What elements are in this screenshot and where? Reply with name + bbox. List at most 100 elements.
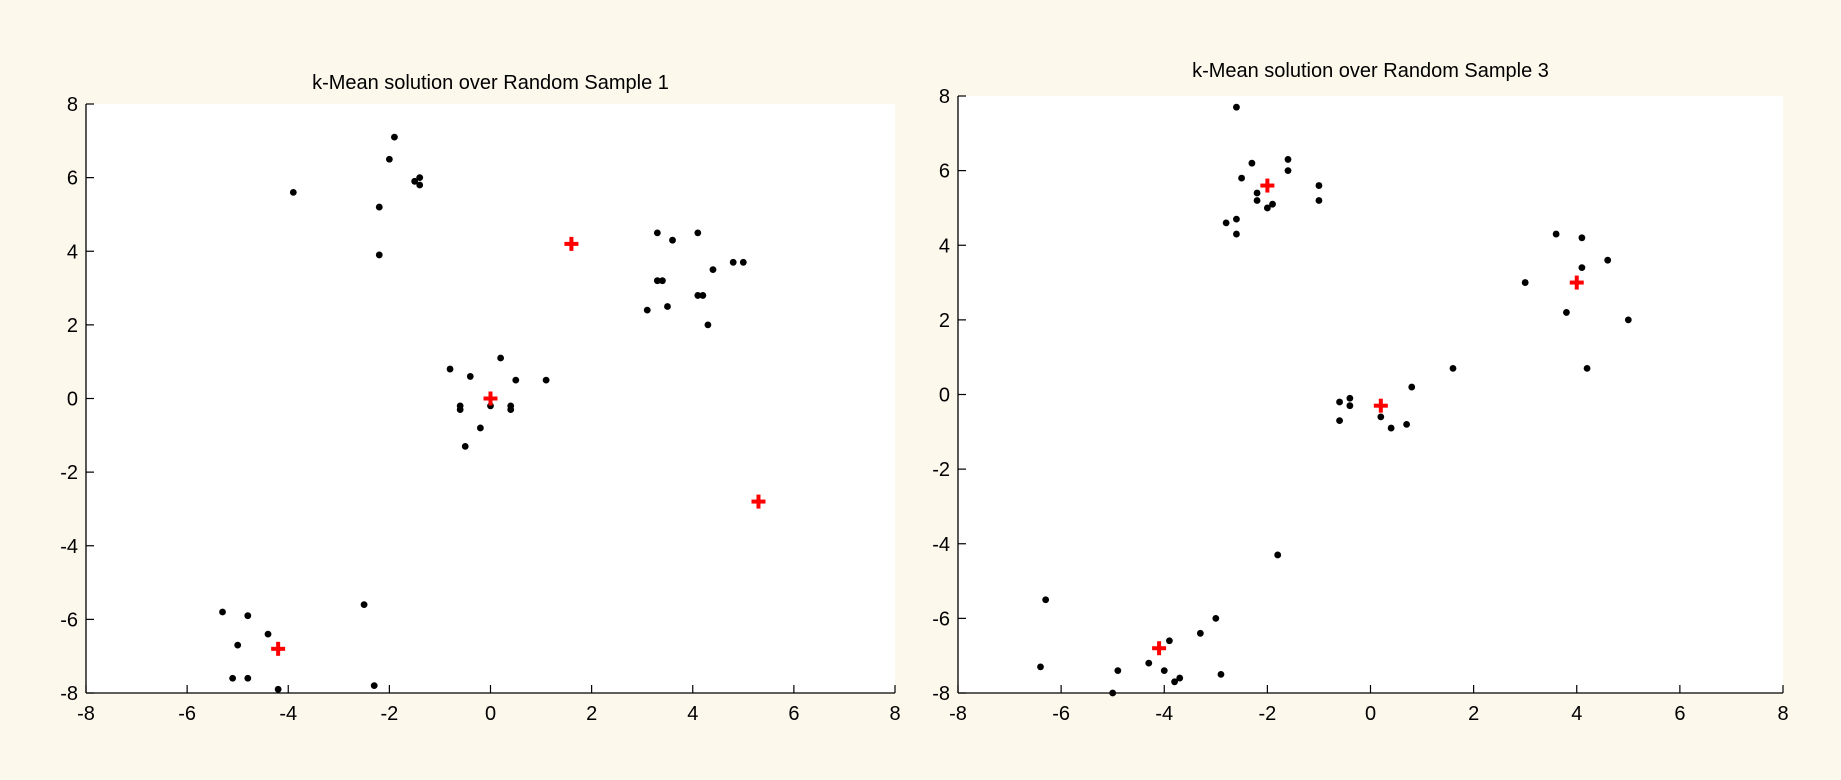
x-tick-label: -4 (1155, 703, 1173, 725)
y-tick-label: 4 (67, 241, 78, 263)
data-point (375, 203, 383, 211)
y-tick-label: -8 (932, 683, 950, 705)
x-tick-label: 4 (687, 703, 698, 725)
data-point (234, 641, 242, 649)
centroid-marker (751, 494, 766, 509)
data-point (1563, 309, 1570, 316)
data-point (664, 303, 671, 310)
data-point (360, 601, 368, 609)
data-point (1233, 103, 1240, 111)
data-point (709, 266, 717, 274)
x-tick-label: -6 (178, 703, 196, 725)
x-tick-label: 8 (889, 703, 900, 725)
data-point (274, 685, 282, 693)
y-tick-label: -6 (60, 609, 78, 631)
x-tick-label: -6 (1052, 703, 1070, 725)
x-tick-label: 2 (586, 703, 597, 725)
data-point (411, 177, 419, 185)
y-tick-label: 0 (939, 385, 950, 407)
data-point (694, 292, 702, 299)
x-tick-label: -4 (279, 703, 297, 725)
centroid-marker (271, 641, 286, 656)
data-point (1552, 230, 1560, 238)
data-point (643, 306, 651, 314)
data-point (244, 674, 252, 682)
y-tick-label: 2 (939, 310, 950, 332)
data-point (729, 258, 737, 266)
x-tick-label: 6 (1674, 703, 1685, 725)
x-tick-label: 0 (1365, 703, 1376, 725)
data-point (1274, 551, 1282, 559)
data-point (244, 612, 252, 620)
data-point (1336, 398, 1343, 406)
data-point (1284, 167, 1292, 175)
centroid-marker (483, 391, 498, 406)
data-point (1578, 234, 1586, 242)
centroid-marker (564, 236, 579, 251)
data-point (370, 682, 378, 690)
y-tick-label: 2 (67, 315, 78, 337)
x-tick-label: 8 (1777, 703, 1788, 725)
data-point (456, 406, 464, 413)
data-point (1166, 637, 1173, 645)
data-point (1248, 159, 1256, 167)
data-point (1253, 189, 1261, 197)
data-point (1217, 670, 1225, 678)
x-tick-label: 0 (485, 703, 496, 725)
data-point (1263, 204, 1271, 212)
y-tick-label: -4 (60, 536, 78, 558)
chart-title: k-Mean solution over Random Sample 1 (312, 72, 669, 94)
data-point (264, 630, 272, 638)
data-point (507, 406, 515, 413)
data-point (1212, 614, 1220, 622)
data-point (669, 236, 676, 244)
y-tick-label: 0 (67, 389, 78, 411)
data-point (542, 376, 550, 384)
data-point (1346, 394, 1354, 402)
data-point (1315, 182, 1323, 189)
data-point (385, 155, 393, 163)
data-point (497, 354, 505, 362)
data-point (1176, 674, 1184, 682)
centroid-marker (1152, 641, 1167, 656)
subplot-sample-1: -8 -6 -4 -2 0 2 4 6 8 -8 -6 -4 -2 0 2 4 6 8 k-Mean solutio… (60, 72, 900, 725)
data-point (1521, 279, 1529, 286)
data-point (1336, 417, 1343, 425)
data-point (375, 251, 383, 259)
data-point (1233, 215, 1240, 223)
data-point (1284, 156, 1292, 163)
x-tick-label: -2 (1258, 703, 1276, 725)
y-tick-label: -4 (932, 534, 950, 556)
x-tick-label: 6 (788, 703, 799, 725)
data-point (1222, 219, 1230, 227)
data-point (229, 674, 237, 682)
subplot-sample-3: -8 -6 -4 -2 0 2 4 6 8 -8 -6 -4 -2 0 2 4 6 8 k-Mean solutio… (932, 60, 1788, 725)
y-tick-label: 6 (67, 168, 78, 190)
data-point (1238, 174, 1245, 182)
x-tick-label: -2 (380, 703, 398, 725)
y-tick-label: 8 (939, 86, 950, 108)
data-point (1233, 230, 1240, 238)
data-point (391, 133, 398, 141)
chart-title: k-Mean solution over Random Sample 3 (1192, 60, 1549, 82)
data-point (1114, 667, 1122, 675)
data-point (1253, 197, 1261, 204)
data-point (1346, 402, 1354, 410)
data-point (739, 258, 747, 266)
x-tick-label: 2 (1468, 703, 1479, 725)
data-point (1403, 420, 1410, 428)
data-point (416, 181, 424, 189)
y-tick-label: -2 (932, 459, 950, 481)
data-point (704, 321, 712, 329)
y-tick-label: 6 (939, 161, 950, 183)
data-point (1315, 197, 1323, 204)
data-point (1387, 424, 1395, 432)
data-point (1269, 200, 1276, 208)
data-point (446, 365, 454, 373)
plot-area (958, 96, 1783, 693)
data-point (1109, 689, 1117, 697)
data-point (1145, 659, 1153, 667)
data-point (1042, 596, 1050, 604)
data-point (476, 424, 484, 432)
